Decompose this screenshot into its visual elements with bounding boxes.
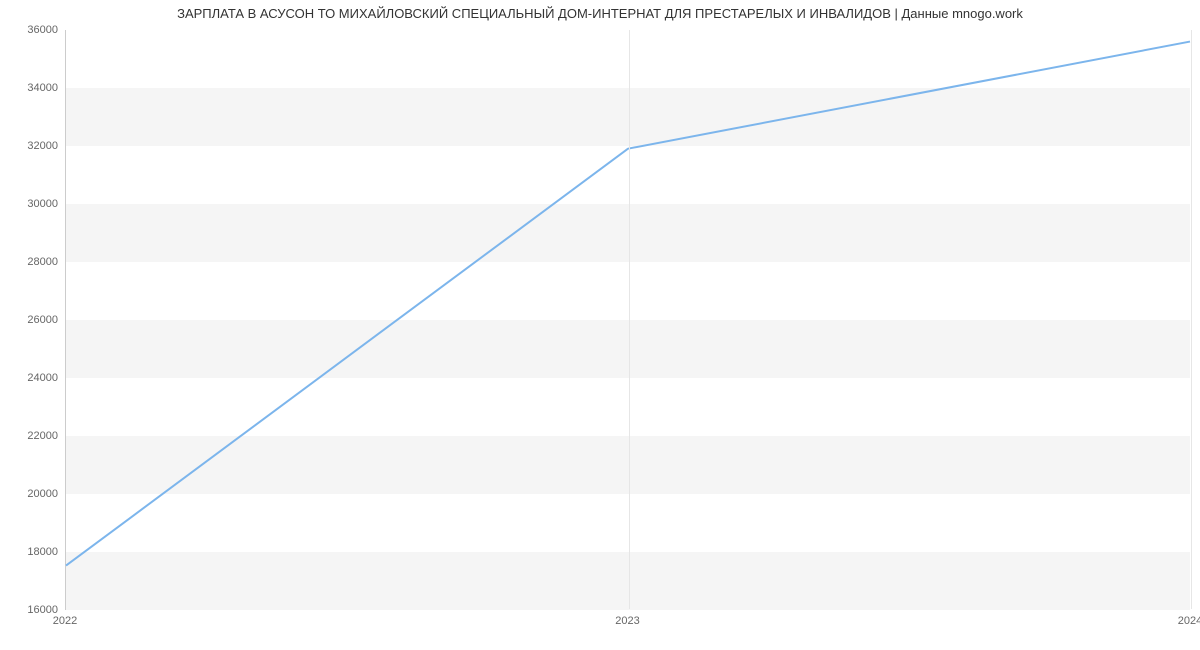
y-tick-label: 24000 (8, 372, 58, 384)
x-tick-label: 2023 (615, 615, 639, 627)
y-tick-label: 36000 (8, 24, 58, 36)
grid-line-vertical (1191, 30, 1192, 609)
y-tick-label: 28000 (8, 256, 58, 268)
y-tick-label: 18000 (8, 546, 58, 558)
y-tick-label: 20000 (8, 488, 58, 500)
chart-container: ЗАРПЛАТА В АСУСОН ТО МИХАЙЛОВСКИЙ СПЕЦИА… (0, 0, 1200, 650)
y-tick-label: 30000 (8, 198, 58, 210)
chart-title: ЗАРПЛАТА В АСУСОН ТО МИХАЙЛОВСКИЙ СПЕЦИА… (0, 6, 1200, 21)
y-tick-label: 22000 (8, 430, 58, 442)
y-tick-label: 32000 (8, 140, 58, 152)
x-tick-label: 2022 (53, 615, 77, 627)
y-tick-label: 34000 (8, 82, 58, 94)
plot-area (65, 30, 1190, 610)
x-tick-label: 2024 (1178, 615, 1200, 627)
y-tick-label: 16000 (8, 604, 58, 616)
y-tick-label: 26000 (8, 314, 58, 326)
grid-line-vertical (629, 30, 630, 609)
